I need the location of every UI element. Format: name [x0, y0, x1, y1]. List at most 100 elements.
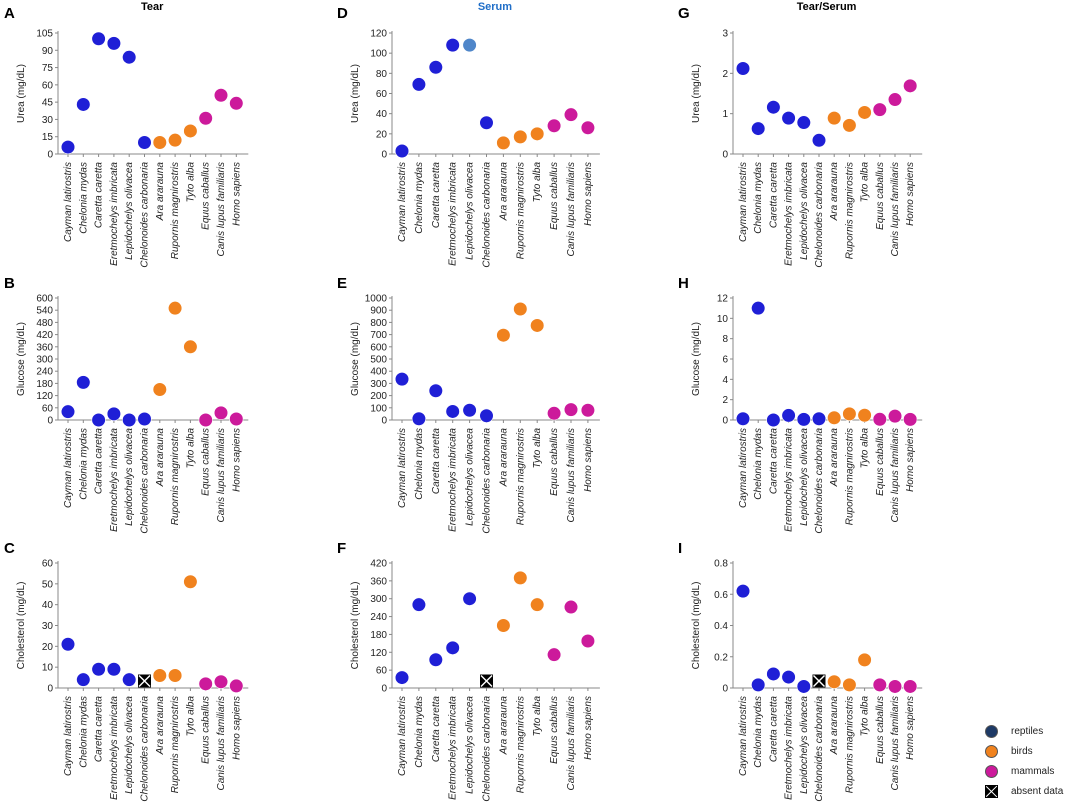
legend: reptiles birds mammals absent data	[985, 725, 1074, 805]
y-axis-label-I: Cholesterol (mg/dL)	[691, 582, 702, 670]
data-point-C	[91, 662, 106, 677]
legend-item-birds: birds	[985, 745, 1074, 765]
data-point-I	[796, 679, 811, 694]
y-tick-label-B: 480	[36, 318, 53, 329]
x-tick-label-A: Canis lupus familiaris	[216, 162, 227, 256]
panel-letter-C: C	[4, 540, 15, 557]
x-tick-label-D: Canis lupus familiaris	[566, 162, 577, 256]
data-point-F	[580, 633, 596, 649]
y-tick-label-F: 420	[370, 559, 387, 570]
x-tick-label-A: Tyto alba	[185, 162, 196, 203]
x-tick-label-I: Canis lupus familiaris	[890, 696, 901, 790]
data-point-I	[857, 652, 872, 667]
data-point-G	[903, 78, 918, 93]
y-tick-label-H: 2	[722, 395, 728, 406]
y-tick-label-A: 15	[42, 132, 54, 143]
legend-item-mammals: mammals	[985, 765, 1074, 785]
data-point-B	[91, 412, 106, 428]
y-tick-label-F: 360	[370, 576, 387, 587]
panel-title-D: Serum	[478, 1, 512, 13]
data-point-G	[811, 133, 827, 148]
y-tick-label-C: 0	[47, 684, 53, 695]
data-point-B	[76, 375, 91, 390]
y-axis-label-D: Urea (mg/dL)	[350, 64, 361, 123]
y-tick-label-B: 420	[36, 330, 53, 341]
x-tick-label-G: Ara ararauna	[829, 162, 840, 222]
y-tick-label-E: 0	[381, 416, 387, 427]
y-tick-label-A: 60	[42, 80, 54, 91]
x-tick-label-F: Canis lupus familiaris	[566, 696, 577, 790]
y-tick-label-A: 75	[42, 63, 54, 74]
data-point-I	[842, 677, 857, 692]
data-point-C	[76, 672, 91, 687]
data-point-G	[842, 118, 857, 133]
y-tick-label-H: 4	[722, 375, 728, 386]
data-point-D	[411, 77, 427, 92]
y-tick-label-D: 20	[376, 129, 388, 140]
x-tick-label-A: Rupornis magnirostris	[170, 162, 181, 259]
x-tick-label-H: Homo sapiens	[905, 428, 916, 492]
y-tick-label-F: 300	[370, 594, 387, 605]
x-tick-label-B: Caretta caretta	[94, 428, 105, 495]
data-point-I	[781, 669, 796, 685]
data-point-F	[546, 647, 562, 662]
x-tick-label-F: Cayman latirostris	[397, 696, 408, 776]
data-point-I	[766, 666, 781, 682]
x-tick-label-D: Ara ararauna	[498, 162, 509, 222]
x-tick-label-F: Equus caballus	[549, 696, 560, 764]
data-point-E	[428, 383, 443, 398]
x-tick-label-G: Cayman latirostris	[738, 162, 749, 242]
x-tick-label-F: Eretmochelys imbricata	[448, 696, 459, 800]
data-point-B	[168, 301, 183, 316]
x-tick-label-B: Lepidochelys olivacea	[124, 428, 135, 526]
x-tick-label-B: Canis lupus familiaris	[216, 428, 227, 522]
y-axis-label-C: Cholesterol (mg/dL)	[16, 582, 27, 670]
y-tick-label-C: 50	[42, 579, 54, 590]
x-tick-label-H: Lepidochelys olivacea	[799, 428, 810, 526]
x-tick-label-B: Homo sapiens	[231, 428, 242, 492]
x-tick-label-A: Lepidochelys olivacea	[124, 162, 135, 260]
x-tick-label-F: Homo sapiens	[583, 696, 594, 760]
y-tick-label-A: 45	[42, 98, 54, 109]
data-point-H	[842, 406, 857, 422]
x-tick-label-B: Rupornis magnirostris	[170, 428, 181, 525]
data-point-A	[76, 97, 91, 112]
x-tick-label-D: Lepidochelys olivacea	[465, 162, 476, 260]
data-point-E	[462, 403, 477, 418]
x-tick-label-F: Tyto alba	[532, 696, 543, 737]
data-point-F	[513, 570, 528, 585]
x-tick-label-H: Chelonia mydas	[753, 428, 764, 500]
x-tick-label-A: Equus caballus	[201, 162, 212, 230]
data-point-F	[563, 599, 579, 615]
x-tick-label-A: Ara ararauna	[155, 162, 166, 222]
x-tick-label-G: Equus caballus	[875, 162, 886, 230]
x-tick-label-C: Ara ararauna	[155, 696, 166, 756]
data-point-H	[781, 408, 796, 423]
x-tick-label-C: Homo sapiens	[231, 696, 242, 760]
data-point-B	[106, 406, 121, 422]
data-point-F	[496, 618, 511, 633]
data-point-C	[60, 637, 76, 652]
x-tick-label-G: Chelonia mydas	[753, 162, 764, 234]
data-point-B	[122, 412, 137, 428]
x-tick-label-I: Ara ararauna	[829, 696, 840, 756]
data-point-H	[766, 412, 781, 428]
y-tick-label-I: 0.8	[714, 559, 728, 570]
y-tick-label-E: 100	[370, 403, 387, 414]
x-tick-label-D: Chelonia mydas	[414, 162, 425, 234]
x-tick-label-H: Cayman latirostris	[738, 428, 749, 508]
data-point-I	[735, 584, 751, 599]
y-tick-label-C: 20	[42, 642, 54, 653]
absent-data-marker-C	[138, 674, 151, 688]
y-tick-label-E: 200	[370, 391, 387, 402]
y-tick-label-I: 0.4	[714, 621, 728, 632]
x-tick-label-I: Homo sapiens	[905, 696, 916, 760]
y-tick-label-A: 0	[47, 150, 53, 161]
data-point-A	[198, 111, 213, 126]
data-point-E	[513, 301, 528, 317]
x-tick-label-G: Homo sapiens	[905, 162, 916, 226]
legend-item-absent: absent data	[985, 785, 1074, 805]
y-tick-label-I: 0.2	[714, 652, 728, 663]
x-tick-label-B: Chelonia mydas	[78, 428, 89, 500]
